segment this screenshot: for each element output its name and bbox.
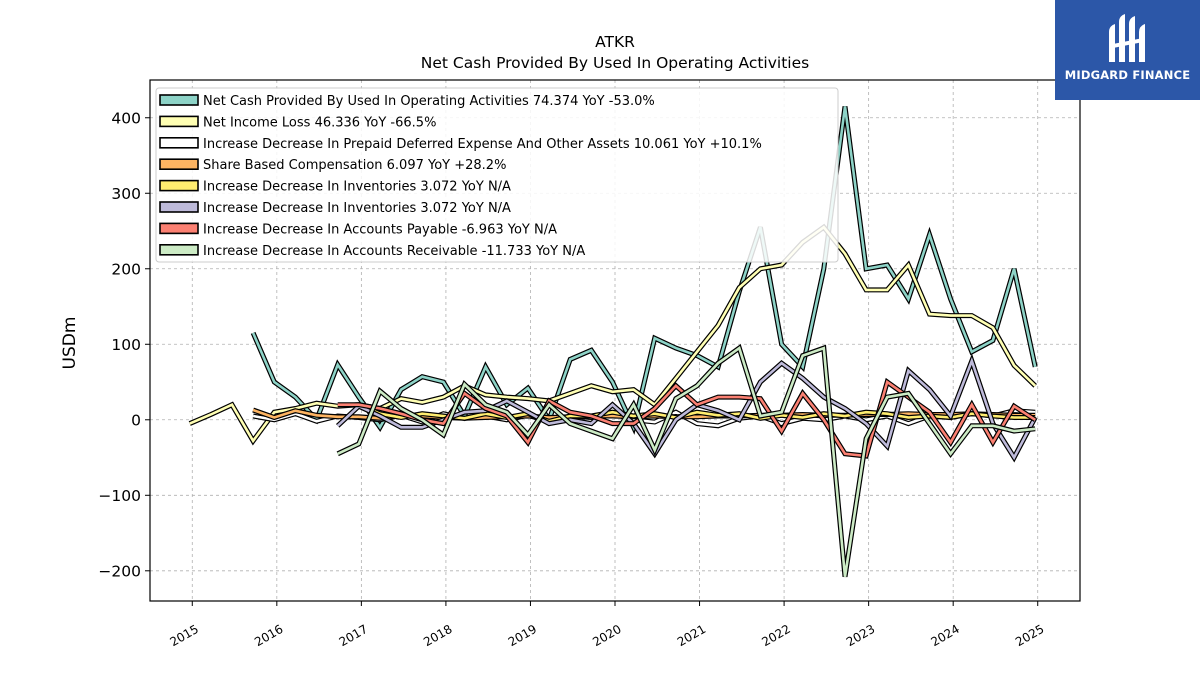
y-tick-label: 100 [111,336,141,354]
legend-entry: Net Income Loss 46.336 YoY -66.5% [203,115,436,130]
brand-name: MIDGARD FINANCE [1064,68,1191,82]
legend-swatch [159,201,199,213]
y-axis-label: USDm [60,317,80,370]
chart-subtitle: Net Cash Provided By Used In Operating A… [421,54,809,72]
x-tick-label: 2023 [844,622,877,649]
legend-frame [155,87,839,263]
series-lines [188,106,1038,578]
legend-swatch [159,137,199,149]
midgard-logo-icon [1109,14,1145,62]
plot-area-frame [149,79,1081,602]
y-tick-label: 0 [131,411,141,429]
x-tick-label: 2015 [168,622,201,649]
legend-entry: Increase Decrease In Accounts Receivable… [203,244,585,259]
series-line [336,344,1036,578]
x-tick-label: 2021 [675,622,708,649]
x-tick-label: 2017 [337,622,370,649]
legend-swatch [159,158,199,170]
chart-title: ATKR [595,33,635,51]
legend-entry: Increase Decrease In Inventories 3.072 Y… [203,201,511,216]
series-line [188,223,1037,446]
legend-swatch [159,94,199,106]
x-tick-label: 2022 [759,622,792,649]
legend-swatch [159,179,199,192]
y-tick-label: 300 [111,185,141,203]
series-outline [335,353,1038,463]
series-line [335,353,1038,463]
legend-swatch [159,115,199,128]
legend-entry: Net Cash Provided By Used In Operating A… [203,94,655,109]
series-stroke [337,345,1036,577]
x-tick-label: 2020 [590,622,623,649]
legend: Net Cash Provided By Used In Operating A… [155,87,839,263]
y-tick-label: 400 [111,109,141,127]
midgard-finance-logo: MIDGARD FINANCE [1055,0,1200,100]
x-tick-label: 2024 [928,622,961,649]
series-stroke [189,225,1037,444]
y-tick-label: −200 [98,562,141,580]
legend-entry: Share Based Compensation 6.097 YoY +28.2… [203,158,506,173]
legend-entry: Increase Decrease In Accounts Payable -6… [203,222,557,237]
x-tick-label: 2018 [421,622,454,649]
y-tick-label: 200 [111,260,141,278]
grid-lines [150,80,1080,601]
legend-swatch [159,244,199,256]
x-tick-label: 2025 [1013,622,1046,649]
legend-entry: Increase Decrease In Prepaid Deferred Ex… [203,137,762,152]
x-tick-label: 2016 [252,622,285,649]
legend-entry: Increase Decrease In Inventories 3.072 Y… [203,180,511,195]
legend-swatch [159,222,199,235]
x-tick-label: 2019 [506,622,539,649]
y-tick-label: −100 [98,487,141,505]
